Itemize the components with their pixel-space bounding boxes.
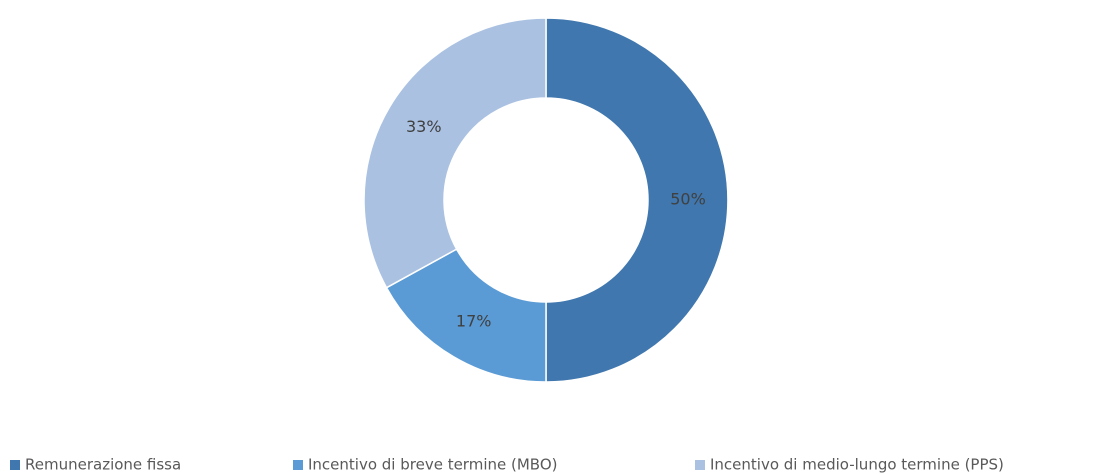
legend-label: Incentivo di breve termine (MBO) <box>308 456 557 474</box>
legend-swatch <box>293 460 303 470</box>
legend-swatch <box>695 460 705 470</box>
data-label: 17% <box>456 312 492 331</box>
data-label: 33% <box>406 117 442 136</box>
donut-segment <box>385 248 547 383</box>
data-label: 50% <box>670 190 706 209</box>
donut-segment <box>545 17 729 383</box>
donut-segment <box>363 17 547 289</box>
legend-label: Remunerazione fissa <box>25 456 181 474</box>
legend-swatch <box>10 460 20 470</box>
legend-label: Incentivo di medio-lungo termine (PPS) <box>710 456 1004 474</box>
